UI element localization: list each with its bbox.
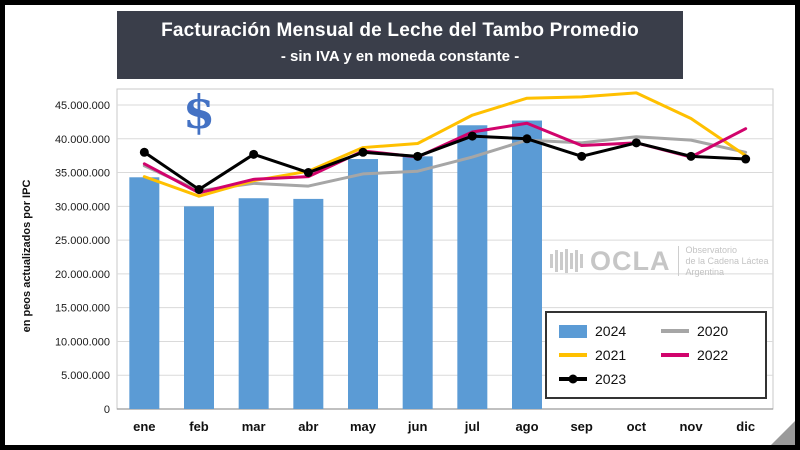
svg-text:jul: jul: [464, 419, 480, 434]
legend-swatch-2023: [559, 374, 587, 384]
legend-label-2023: 2023: [595, 371, 627, 387]
legend-item-2020: 2020: [661, 323, 753, 339]
watermark-description: Observatorio de la Cadena Láctea Argenti…: [686, 245, 769, 277]
dollar-sign-icon: $: [183, 85, 216, 139]
svg-text:25.000.000: 25.000.000: [55, 235, 110, 247]
legend-item-2023: 2023: [559, 371, 651, 387]
watermark-name: OCLA: [590, 245, 671, 276]
svg-text:10.000.000: 10.000.000: [55, 336, 110, 348]
svg-text:feb: feb: [189, 419, 209, 434]
svg-text:oct: oct: [627, 419, 647, 434]
corner-fold-decoration: [771, 421, 795, 445]
ocla-logo-icon: [550, 246, 583, 276]
svg-text:ene: ene: [133, 419, 155, 434]
legend-swatch-2021: [559, 353, 587, 357]
chart-subtitle: - sin IVA y en moneda constante -: [280, 48, 520, 65]
svg-text:may: may: [350, 419, 377, 434]
svg-text:nov: nov: [679, 419, 703, 434]
svg-text:45.000.000: 45.000.000: [55, 100, 110, 112]
legend-swatch-2024: [559, 324, 587, 338]
svg-text:40.000.000: 40.000.000: [55, 134, 110, 146]
svg-text:mar: mar: [242, 419, 266, 434]
legend-label-2021: 2021: [595, 347, 627, 363]
legend-item-2021: 2021: [559, 347, 651, 363]
chart-title-block: Facturación Mensual de Leche del Tambo P…: [117, 11, 683, 79]
legend-label-2024: 2024: [595, 323, 627, 339]
svg-text:sep: sep: [570, 419, 592, 434]
ocla-watermark: OCLA Observatorio de la Cadena Láctea Ar…: [550, 245, 769, 277]
legend-marker-dot: [568, 374, 578, 384]
legend-swatch-2020: [661, 329, 689, 333]
svg-text:abr: abr: [298, 419, 318, 434]
chart-title: Facturación Mensual de Leche del Tambo P…: [161, 20, 639, 41]
svg-text:0: 0: [104, 404, 110, 416]
svg-text:5.000.000: 5.000.000: [61, 370, 110, 382]
y-axis-title: en peos actualizados por IPC: [21, 179, 33, 333]
watermark-desc-line-3: Argentina: [685, 266, 725, 277]
watermark-divider: [677, 246, 679, 277]
svg-text:30.000.000: 30.000.000: [55, 201, 110, 213]
legend-swatch-2022: [661, 353, 689, 357]
svg-text:20.000.000: 20.000.000: [55, 269, 110, 281]
legend-item-2024: 2024: [559, 323, 651, 339]
svg-text:dic: dic: [736, 419, 755, 434]
watermark-desc-line-2: de la Cadena Láctea: [685, 255, 769, 266]
chart-legend: 2024 2020 2021 2022 2023: [545, 311, 767, 399]
svg-text:ago: ago: [515, 419, 538, 434]
legend-label-2022: 2022: [697, 347, 729, 363]
watermark-desc-line-1: Observatorio: [685, 245, 738, 255]
svg-text:35.000.000: 35.000.000: [55, 168, 110, 180]
legend-label-2020: 2020: [697, 323, 729, 339]
svg-text:15.000.000: 15.000.000: [55, 303, 110, 315]
legend-item-2022: 2022: [661, 347, 753, 363]
svg-text:jun: jun: [407, 419, 428, 434]
